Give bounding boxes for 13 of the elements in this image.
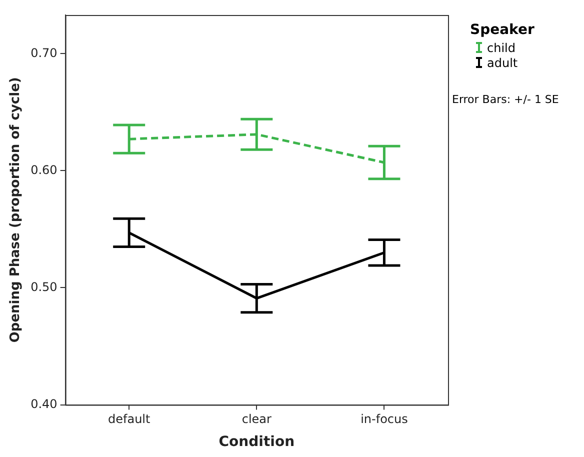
y-tick-label: 0.50 [30, 280, 58, 294]
x-tick-label: default [108, 412, 150, 426]
y-tick-label: 0.60 [30, 162, 58, 177]
legend-label: child [487, 40, 516, 54]
y-tick-label: 0.40 [30, 396, 58, 411]
text: Error Bars: +/- 1 SE [452, 93, 559, 106]
x-tick-label: clear [242, 412, 272, 426]
x-tick-label: in-focus [360, 412, 408, 426]
legend-title: Speaker [470, 22, 534, 38]
y-tick-label: 0.70 [30, 46, 58, 60]
x-axis-title: Condition [218, 434, 295, 450]
y-axis-title: Opening Phase (proportion of cycle) [8, 77, 24, 343]
legend-label: adult [487, 56, 518, 70]
